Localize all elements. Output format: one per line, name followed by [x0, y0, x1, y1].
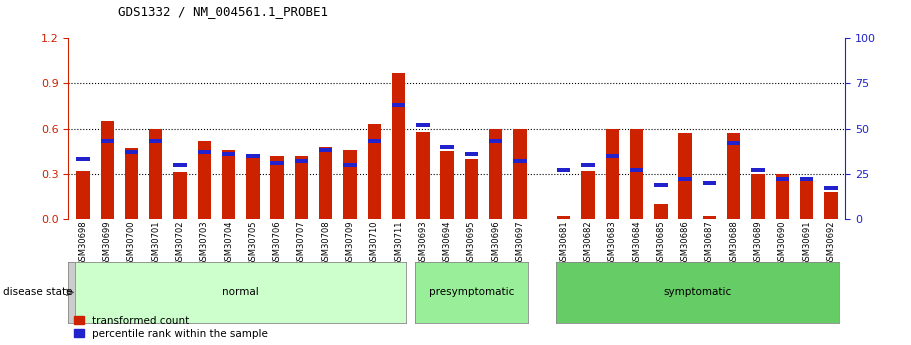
Bar [606, 154, 619, 158]
Bar [222, 150, 235, 219]
Bar [100, 121, 114, 219]
Bar [295, 156, 308, 219]
Bar [295, 159, 308, 163]
Bar [441, 145, 454, 148]
Bar [775, 177, 789, 181]
Bar [392, 73, 405, 219]
Bar [824, 192, 837, 219]
Bar [416, 131, 430, 219]
Bar [654, 204, 668, 219]
Bar [343, 163, 357, 167]
Bar [752, 174, 764, 219]
Bar [800, 177, 814, 219]
Bar [149, 139, 162, 143]
Bar [679, 177, 691, 181]
Bar [824, 186, 837, 190]
Bar [489, 139, 502, 143]
Bar [100, 139, 114, 143]
Bar [513, 128, 527, 219]
Bar [800, 177, 814, 181]
Bar [727, 141, 741, 145]
Bar [173, 163, 187, 167]
Bar [702, 181, 716, 185]
Bar [557, 168, 570, 172]
Bar [173, 172, 187, 219]
Bar [198, 141, 211, 219]
Bar [368, 139, 381, 143]
Bar [149, 128, 162, 219]
Bar [679, 133, 691, 219]
Bar [416, 123, 430, 127]
Bar [702, 216, 716, 219]
Bar [465, 152, 478, 156]
Bar [368, 124, 381, 219]
Bar [581, 163, 595, 167]
Bar [557, 216, 570, 219]
Bar [752, 168, 764, 172]
Text: presymptomatic: presymptomatic [429, 287, 514, 297]
Bar [319, 148, 333, 152]
Bar [125, 148, 138, 219]
Bar [246, 154, 260, 158]
Bar [198, 150, 211, 154]
Bar [775, 174, 789, 219]
Legend: transformed count, percentile rank within the sample: transformed count, percentile rank withi… [74, 316, 268, 339]
Bar [630, 168, 643, 172]
Text: GDS1332 / NM_004561.1_PROBE1: GDS1332 / NM_004561.1_PROBE1 [118, 5, 329, 18]
Bar [630, 128, 643, 219]
Bar [441, 151, 454, 219]
Bar [77, 171, 89, 219]
Bar [125, 150, 138, 154]
Bar [271, 161, 284, 165]
Bar [271, 156, 284, 219]
Bar [77, 157, 89, 161]
Bar [343, 150, 357, 219]
Bar [319, 147, 333, 219]
Bar [246, 156, 260, 219]
Bar [465, 159, 478, 219]
Text: disease state: disease state [3, 287, 72, 297]
Text: symptomatic: symptomatic [663, 287, 732, 297]
Bar [606, 128, 619, 219]
Bar [513, 159, 527, 163]
Text: normal: normal [222, 287, 259, 297]
Bar [392, 103, 405, 107]
Bar [222, 152, 235, 156]
Bar [727, 133, 741, 219]
Bar [654, 183, 668, 187]
Bar [581, 171, 595, 219]
Bar [489, 128, 502, 219]
